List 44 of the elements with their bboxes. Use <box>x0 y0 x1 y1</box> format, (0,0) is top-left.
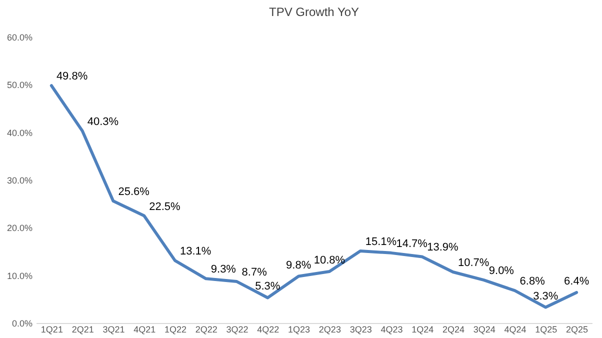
text: 15.1% <box>365 236 397 248</box>
x-tick-label: 2Q24 <box>442 324 465 334</box>
x-tick-label: 3Q23 <box>350 324 372 334</box>
text: 13.1% <box>180 246 212 258</box>
x-tick-label: 3Q22 <box>226 324 248 334</box>
x-tick-label: 1Q22 <box>164 324 187 334</box>
x-tick-label: 4Q24 <box>504 324 526 334</box>
text: 5.3% <box>255 280 280 293</box>
text: 14.7% <box>396 238 428 250</box>
y-tick-label: 10.0% <box>6 270 32 281</box>
text: 9.0% <box>488 265 514 278</box>
y-tick-label: 20.0% <box>6 223 32 234</box>
text: 9.3% <box>210 264 236 276</box>
x-tick-label: 4Q23 <box>380 324 403 334</box>
text: 8.7% <box>242 266 267 279</box>
text: 3.3% <box>533 290 558 302</box>
chart-title: TPV Growth YoY <box>268 5 360 19</box>
x-tick-label: 2Q25 <box>566 324 588 334</box>
text: 49.8% <box>56 70 88 83</box>
text: 9.8% <box>286 259 312 272</box>
x-tick-label: 2Q21 <box>72 324 94 334</box>
x-tick-label: 3Q21 <box>102 324 125 334</box>
x-tick-label: 4Q22 <box>257 324 280 334</box>
x-tick-label: 2Q22 <box>195 324 218 334</box>
x-tick-label: 2Q23 <box>318 324 341 334</box>
x-tick-label: 4Q21 <box>134 324 156 334</box>
text: 13.9% <box>427 242 458 254</box>
y-tick-label: 0.0% <box>12 318 32 328</box>
text: 25.6% <box>118 186 150 198</box>
text: 22.5% <box>149 200 180 213</box>
y-tick-label: 40.0% <box>6 128 32 138</box>
x-tick-label: 1Q21 <box>40 324 63 334</box>
text: 10.8% <box>314 254 346 267</box>
x-tick-label: 1Q24 <box>412 324 434 334</box>
x-tick-label: 3Q24 <box>473 324 496 334</box>
y-tick-label: 30.0% <box>6 176 32 186</box>
x-tick-label: 1Q23 <box>288 324 310 334</box>
text: 40.3% <box>87 116 119 128</box>
text: 6.4% <box>564 275 590 288</box>
text: 10.7% <box>458 256 490 269</box>
x-tick-label: 1Q25 <box>535 324 558 334</box>
text: 6.8% <box>520 276 545 288</box>
y-tick-label: 60.0% <box>6 32 32 42</box>
y-tick-label: 50.0% <box>6 80 32 90</box>
